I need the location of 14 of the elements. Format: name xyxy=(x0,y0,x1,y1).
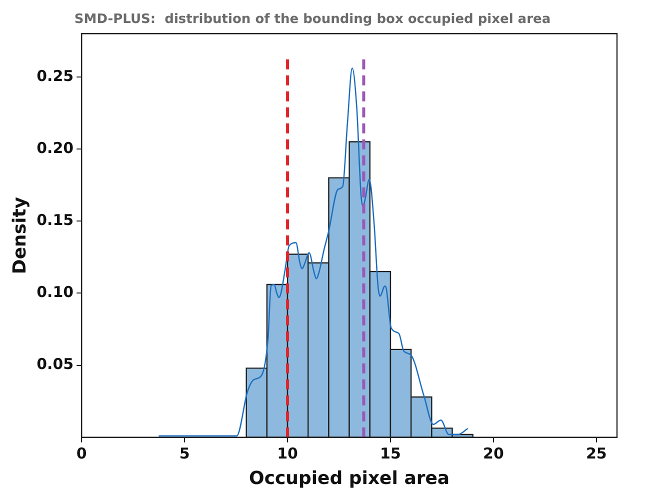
y-tick-label: 0.25 xyxy=(36,66,74,85)
x-tick-label: 0 xyxy=(76,444,87,462)
x-tick-label: 15 xyxy=(380,444,401,462)
y-tick-label: 0.20 xyxy=(36,138,74,157)
y-tick-label: 0.10 xyxy=(36,283,74,302)
chart-title: SMD-PLUS: distribution of the bounding box occupied pixel area xyxy=(74,12,551,28)
y-tick-label: 0.05 xyxy=(36,355,74,374)
x-tick-label: 20 xyxy=(483,444,504,462)
y-tick-label: 0.15 xyxy=(36,210,74,229)
x-tick-label: 10 xyxy=(277,444,298,462)
y-axis-title: Density xyxy=(9,196,30,274)
x-tick-label: 25 xyxy=(586,444,607,462)
x-axis-title: Occupied pixel area xyxy=(249,468,450,489)
x-tick-label: 5 xyxy=(179,444,190,462)
